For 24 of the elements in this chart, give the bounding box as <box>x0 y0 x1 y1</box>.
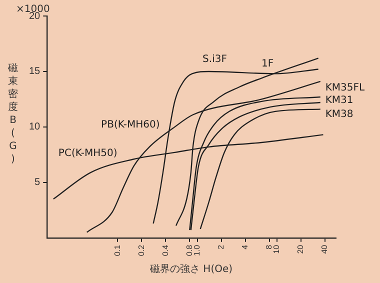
x-tick-label: 20 <box>296 244 306 254</box>
x-axis-title: 磁界の強さ H(Oe) <box>150 263 233 276</box>
series-label: KM35FL <box>325 82 366 94</box>
series-label: KM38 <box>325 108 354 120</box>
series-label: KM31 <box>325 95 354 106</box>
x-tick-label: 0.8 <box>184 244 194 256</box>
series-label: S.i3F <box>202 54 228 66</box>
series-label: PC(K-MH50) <box>58 148 118 160</box>
x-tick-label: 0.1 <box>112 244 122 256</box>
x-tick-label: 4 <box>240 244 250 250</box>
y-tick-label: 15 <box>29 66 41 78</box>
x-tick-label: 1.0 <box>192 244 202 256</box>
y-axis-title: 磁束密度 B(G) <box>7 62 19 166</box>
series-label: 1F <box>262 58 274 70</box>
x-tick-label: 40 <box>320 244 330 254</box>
x-tick-label: 0.4 <box>160 244 170 256</box>
x-tick-label: 2 <box>216 244 226 250</box>
x-tick-label: 0.2 <box>136 244 146 256</box>
y-tick-label: 20 <box>29 10 41 22</box>
x-tick-label: 10 <box>272 244 282 254</box>
x-tick-label: 8 <box>264 244 274 250</box>
series-label: PB(K-MH60) <box>101 120 160 130</box>
y-tick-label: 10 <box>29 122 41 133</box>
y-tick-label: 5 <box>34 177 41 188</box>
